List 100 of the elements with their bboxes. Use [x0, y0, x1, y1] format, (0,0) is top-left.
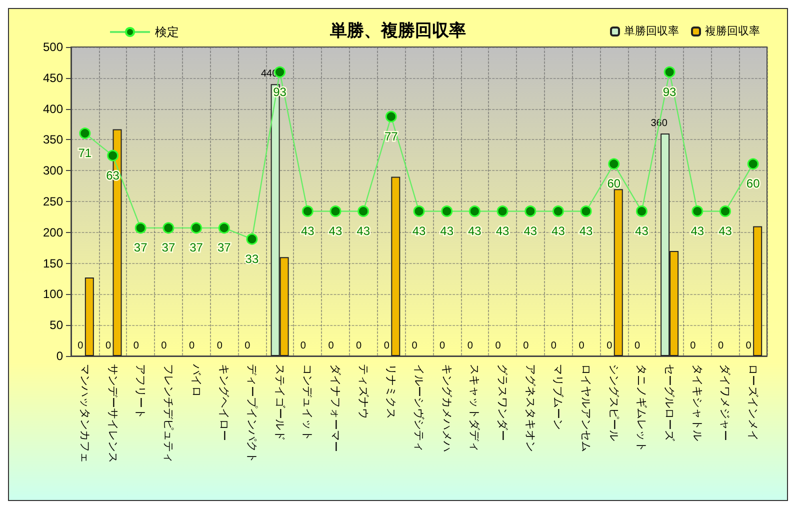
point [302, 205, 314, 217]
point [246, 233, 258, 245]
data-label: 43 [468, 224, 482, 238]
y-tick-label: 300 [42, 164, 64, 178]
data-label: 0 [578, 340, 585, 352]
data-label: 0 [356, 340, 362, 352]
x-tick-label: スキャットダディ [468, 364, 482, 452]
data-label: 0 [244, 340, 251, 352]
data-label: 37 [217, 240, 232, 255]
point [580, 205, 592, 217]
x-tick-label: アグネスタキオン [524, 364, 537, 452]
data-label: 71 [78, 146, 92, 160]
y-tick-label: 400 [42, 102, 64, 116]
data-label: 43 [690, 224, 704, 238]
data-label: 0 [216, 340, 223, 352]
x-tick-label: ローズインメイ [746, 364, 760, 441]
point [218, 222, 230, 234]
y-tick-label: 0 [56, 349, 64, 363]
point [162, 222, 174, 234]
y-tick-label: 250 [42, 194, 64, 208]
x-tick-label: フレンチデピュティ [162, 364, 175, 463]
chart-title: 単勝、複勝回収率 [329, 21, 466, 40]
data-label: 0 [384, 340, 390, 352]
point [496, 205, 508, 217]
data-label: 93 [662, 84, 677, 99]
data-label: 43 [300, 224, 315, 238]
point [358, 205, 370, 217]
data-label: 43 [440, 224, 454, 238]
x-tick-label: イルーシヴシティ [412, 364, 426, 452]
data-label: 0 [440, 340, 446, 352]
x-tick-label: キングカメハメハ [440, 364, 454, 452]
point [190, 222, 202, 234]
data-label: 0 [328, 340, 334, 352]
data-label: 0 [746, 340, 752, 352]
data-label: 37 [190, 240, 204, 255]
y-tick-label: 200 [42, 225, 64, 240]
data-label: 43 [356, 224, 370, 238]
data-label: 0 [634, 340, 640, 352]
y-tick-label: 100 [42, 287, 64, 302]
bar [614, 189, 623, 356]
data-label: 0 [189, 340, 195, 352]
legend-label: 単勝回収率 [624, 24, 679, 38]
point [552, 205, 564, 217]
data-label: 0 [300, 340, 306, 352]
data-label: 43 [328, 224, 342, 238]
x-tick-label: キングヘイロー [218, 364, 231, 441]
x-tick-label: グラスワンダー [496, 364, 510, 441]
data-label: 0 [606, 340, 613, 352]
x-tick-label: ステイゴールド [273, 364, 286, 441]
x-tick-label: セーグルローズ [663, 364, 676, 442]
data-label: 77 [384, 129, 398, 144]
data-label: 60 [746, 176, 760, 191]
data-label: 37 [162, 240, 176, 255]
legend-label: 複勝回収率 [705, 24, 760, 38]
data-label: 43 [718, 224, 732, 238]
x-tick-label: ダイナフォーマー [328, 364, 342, 452]
x-tick-label: サンデーサイレンス [106, 364, 120, 463]
point [441, 205, 453, 217]
x-tick-label: タニノギムレット [635, 364, 648, 452]
point [468, 205, 480, 217]
data-label: 37 [134, 240, 148, 255]
x-tick-label: バイロ [190, 363, 203, 397]
x-tick-label: マリブムーン [552, 364, 565, 430]
data-label: 0 [78, 340, 84, 352]
data-label: 0 [523, 340, 530, 352]
bar [753, 226, 762, 356]
x-tick-label: ロイヤルアンセム [580, 364, 593, 452]
point [79, 128, 91, 140]
data-label: 0 [161, 340, 168, 352]
data-label: 0 [133, 340, 140, 352]
y-tick-label: 150 [42, 256, 64, 270]
data-label: 33 [245, 252, 259, 266]
point [692, 205, 704, 217]
x-tick-label: ティズナウ [356, 364, 370, 419]
data-label: 0 [550, 340, 557, 352]
data-label: 43 [635, 224, 649, 238]
point [747, 158, 759, 170]
x-tick-label: タイキシャトル [690, 364, 704, 441]
legend-label: 検定 [155, 25, 179, 39]
data-label: 0 [718, 340, 724, 352]
y-tick-label: 50 [50, 318, 64, 332]
point [720, 205, 731, 217]
point [330, 205, 342, 217]
data-label: 43 [579, 224, 594, 238]
point [524, 205, 536, 217]
x-tick-label: アフリート [134, 364, 148, 419]
data-label: 43 [524, 224, 538, 238]
point [107, 150, 119, 162]
point [134, 222, 146, 234]
x-tick-label: シングスピール [607, 364, 620, 441]
y-tick-label: 500 [42, 40, 64, 54]
y-tick-label: 450 [42, 70, 64, 85]
x-tick-label: マンハッタンカフェ [78, 364, 92, 463]
bar [84, 278, 94, 356]
x-tick-label: コンデュイット [301, 364, 314, 441]
x-tick-label: ディープインパクト [245, 364, 258, 463]
y-tick-label: 350 [42, 132, 64, 147]
data-label: 0 [495, 340, 502, 352]
data-label: 43 [496, 224, 510, 238]
data-label: 0 [105, 340, 112, 352]
